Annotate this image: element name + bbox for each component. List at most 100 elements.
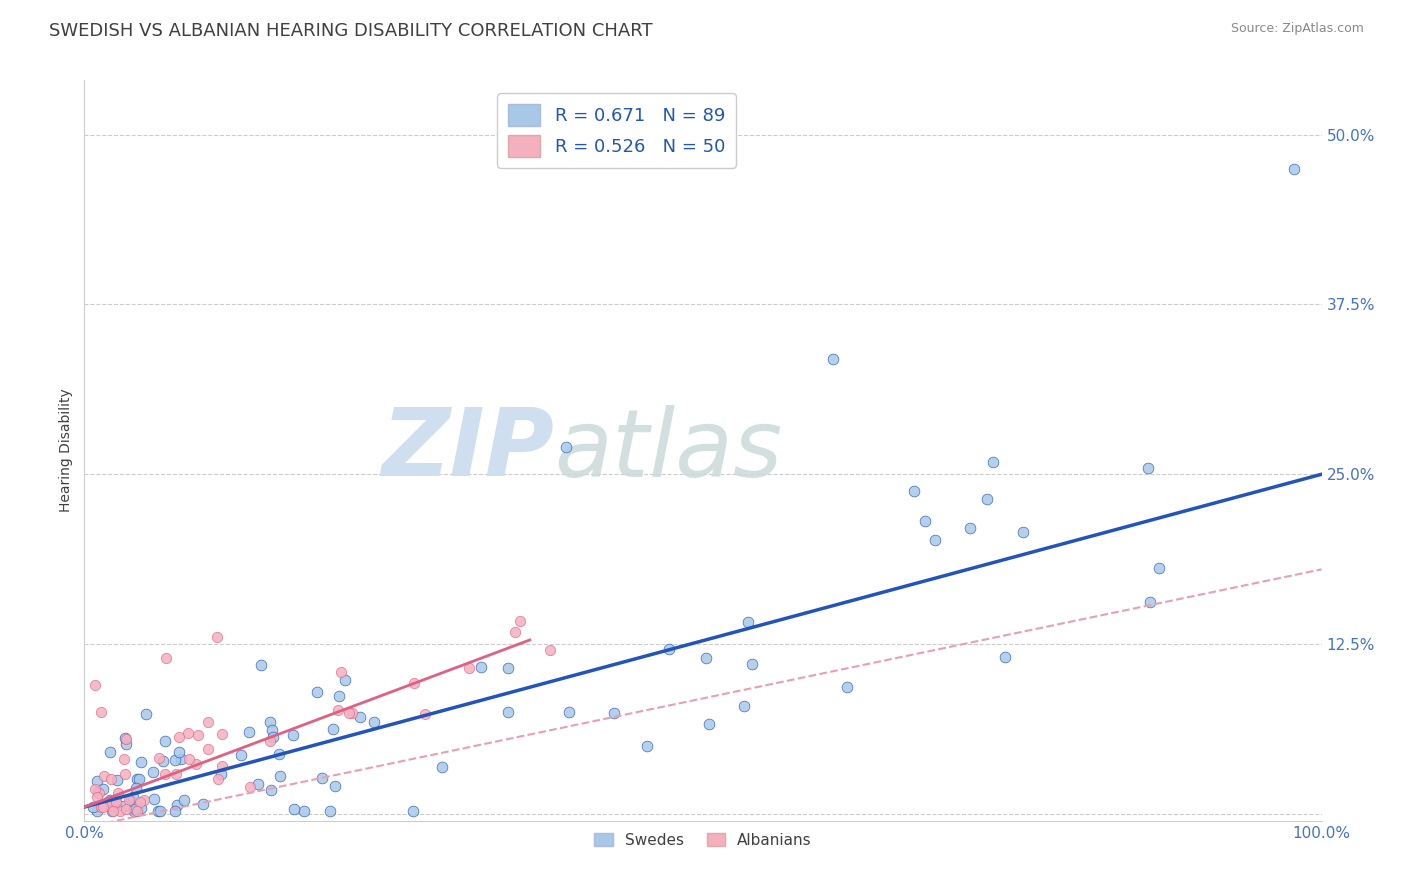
Legend: Swedes, Albanians: Swedes, Albanians bbox=[588, 826, 818, 854]
Point bbox=[305, 685, 328, 699]
Point bbox=[311, 772, 333, 786]
Point bbox=[283, 802, 305, 816]
Point bbox=[166, 797, 188, 812]
Point bbox=[153, 734, 176, 748]
Point bbox=[959, 520, 981, 534]
Point bbox=[259, 733, 281, 747]
Point bbox=[153, 767, 176, 781]
Point bbox=[498, 705, 520, 719]
Point bbox=[83, 678, 105, 692]
Point bbox=[187, 728, 209, 742]
Point bbox=[105, 772, 128, 787]
Point bbox=[994, 649, 1017, 664]
Point bbox=[340, 706, 363, 721]
Point bbox=[86, 774, 108, 789]
Point bbox=[363, 714, 385, 729]
Point bbox=[821, 351, 844, 366]
Point bbox=[125, 804, 148, 818]
Point bbox=[118, 792, 141, 806]
Point bbox=[86, 804, 108, 818]
Point bbox=[115, 802, 138, 816]
Point bbox=[122, 804, 145, 818]
Point bbox=[259, 783, 281, 797]
Point bbox=[184, 757, 207, 772]
Point bbox=[981, 454, 1004, 468]
Point bbox=[91, 800, 114, 814]
Point bbox=[326, 703, 349, 717]
Point bbox=[167, 745, 190, 759]
Point bbox=[432, 760, 454, 774]
Point bbox=[695, 651, 717, 665]
Point bbox=[205, 630, 228, 644]
Point bbox=[135, 706, 157, 721]
Point bbox=[125, 780, 148, 795]
Point bbox=[322, 722, 344, 736]
Point bbox=[98, 793, 121, 807]
Point bbox=[87, 786, 110, 800]
Point bbox=[323, 779, 346, 793]
Point bbox=[120, 794, 142, 808]
Point bbox=[1137, 460, 1160, 475]
Point bbox=[170, 752, 193, 766]
Point bbox=[131, 801, 153, 815]
Point bbox=[100, 772, 122, 787]
Point bbox=[402, 676, 425, 690]
Point bbox=[209, 767, 232, 781]
Point bbox=[250, 657, 273, 672]
Point bbox=[337, 706, 360, 721]
Point bbox=[246, 777, 269, 791]
Point bbox=[191, 797, 214, 811]
Text: SWEDISH VS ALBANIAN HEARING DISABILITY CORRELATION CHART: SWEDISH VS ALBANIAN HEARING DISABILITY C… bbox=[49, 22, 652, 40]
Point bbox=[457, 661, 479, 675]
Point bbox=[1012, 525, 1035, 540]
Point bbox=[211, 727, 233, 741]
Point bbox=[1139, 595, 1161, 609]
Point bbox=[173, 793, 195, 807]
Point bbox=[554, 440, 576, 454]
Point bbox=[835, 680, 858, 694]
Point bbox=[149, 804, 172, 818]
Text: atlas: atlas bbox=[554, 405, 783, 496]
Point bbox=[176, 726, 198, 740]
Point bbox=[503, 625, 526, 640]
Point bbox=[91, 782, 114, 797]
Point bbox=[283, 728, 305, 742]
Point bbox=[132, 793, 155, 807]
Point bbox=[319, 804, 342, 818]
Point bbox=[328, 689, 350, 703]
Point bbox=[128, 795, 150, 809]
Point bbox=[112, 752, 135, 766]
Point bbox=[124, 802, 146, 816]
Point bbox=[82, 799, 104, 814]
Point bbox=[121, 789, 143, 804]
Point bbox=[114, 799, 136, 814]
Point bbox=[636, 739, 658, 754]
Point bbox=[498, 660, 520, 674]
Point bbox=[402, 804, 425, 818]
Point bbox=[90, 799, 112, 814]
Point bbox=[127, 804, 149, 818]
Point bbox=[155, 650, 177, 665]
Point bbox=[267, 747, 290, 761]
Point bbox=[333, 673, 356, 687]
Point bbox=[262, 730, 284, 744]
Point bbox=[509, 615, 531, 629]
Point bbox=[108, 804, 131, 818]
Point bbox=[93, 768, 115, 782]
Point bbox=[104, 795, 127, 809]
Point bbox=[211, 758, 233, 772]
Point bbox=[207, 772, 229, 787]
Point bbox=[167, 731, 190, 745]
Point bbox=[238, 725, 260, 739]
Point bbox=[146, 804, 169, 818]
Point bbox=[98, 799, 121, 814]
Text: ZIP: ZIP bbox=[381, 404, 554, 497]
Point bbox=[125, 772, 148, 786]
Point bbox=[177, 752, 200, 766]
Point bbox=[148, 751, 170, 765]
Point bbox=[101, 804, 124, 818]
Point bbox=[538, 643, 561, 657]
Point bbox=[1284, 161, 1306, 176]
Point bbox=[86, 785, 108, 799]
Point bbox=[239, 780, 262, 794]
